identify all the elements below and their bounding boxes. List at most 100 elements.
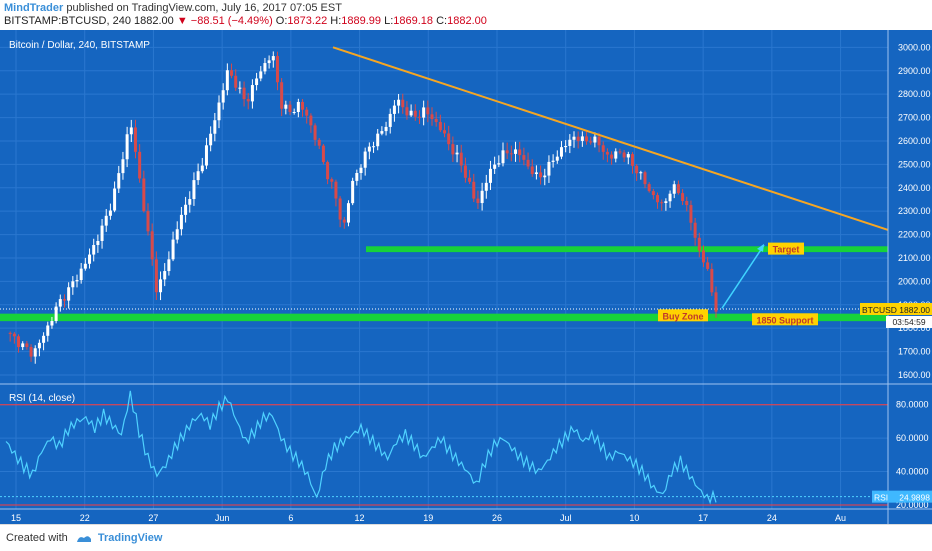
candle-body xyxy=(539,172,543,178)
candle-body xyxy=(154,259,158,293)
trendline-layer xyxy=(332,46,889,231)
price-zones xyxy=(0,246,888,322)
candle-body xyxy=(129,127,133,135)
tradingview-brand[interactable]: TradingView xyxy=(97,532,163,544)
candle-body xyxy=(113,188,117,211)
candle-body xyxy=(697,237,701,251)
candle-body xyxy=(618,151,622,153)
candle-body xyxy=(271,56,275,61)
price-chart-title: Bitcoin / Dollar, 240, BITSTAMP xyxy=(9,40,150,51)
candle-body xyxy=(522,155,526,160)
candle-body xyxy=(681,193,685,202)
candle-body xyxy=(150,231,154,260)
support-label-bg xyxy=(752,313,818,326)
chart-header: MindTrader published on TradingView.com,… xyxy=(0,0,932,30)
candle-body xyxy=(447,133,451,145)
candle-body xyxy=(434,119,438,123)
candle-body xyxy=(706,262,710,269)
last-price: 1882.00 xyxy=(134,15,174,27)
candle-body xyxy=(672,184,676,194)
candle-body xyxy=(104,215,108,226)
candle-body xyxy=(443,130,447,134)
chart-canvas[interactable]: Target Buy Zone 1850 Support 3000.00 2900.0… xyxy=(0,30,932,524)
candle-body xyxy=(601,145,605,152)
candle-body xyxy=(693,222,697,238)
open-label: O: xyxy=(275,15,288,27)
candle-body xyxy=(468,177,472,182)
time-tick-label: 22 xyxy=(80,513,90,523)
candle-body xyxy=(530,166,534,175)
candle-body xyxy=(397,99,401,106)
rsi-current-value: 24.9898 xyxy=(899,493,930,503)
candle-body xyxy=(263,63,267,72)
candle-body xyxy=(238,87,242,89)
candle-body xyxy=(58,299,62,307)
candle-body xyxy=(459,152,463,166)
candle-body xyxy=(547,161,551,176)
chart-background xyxy=(0,30,932,524)
current-symbol-label: BTCUSD xyxy=(862,305,897,315)
candle-body xyxy=(647,184,651,192)
candle-body xyxy=(526,159,530,167)
candle-body xyxy=(117,173,121,189)
candle-body xyxy=(639,172,643,174)
candle-body xyxy=(50,321,54,326)
candle-body xyxy=(405,107,409,116)
candle-body xyxy=(234,75,238,88)
candle-body xyxy=(576,136,580,141)
time-tick-label: 27 xyxy=(148,513,158,523)
candle-body xyxy=(701,250,705,263)
candle-body xyxy=(476,198,480,204)
candle-body xyxy=(21,343,25,348)
candle-body xyxy=(121,159,125,174)
change-value: −88.51 (−4.49%) xyxy=(190,15,273,27)
candle-body xyxy=(392,105,396,114)
time-tick-label: Jun xyxy=(215,513,230,523)
candle-body xyxy=(509,153,513,155)
rsi-pane xyxy=(0,390,888,506)
candle-body xyxy=(305,109,309,116)
candle-body xyxy=(451,144,455,155)
candle-body xyxy=(196,171,200,181)
candle-body xyxy=(221,90,225,103)
candle-body xyxy=(133,127,137,152)
price-tick-label: 1800.00 xyxy=(898,323,931,333)
candle-body xyxy=(25,343,29,347)
rsi-current-label: RSI xyxy=(874,493,888,503)
candle-body xyxy=(714,292,718,312)
candle-body xyxy=(250,85,254,102)
support-label: 1850 Support xyxy=(756,315,813,325)
candle-body xyxy=(96,240,100,246)
candle-body xyxy=(37,342,41,349)
candle-body xyxy=(689,205,693,223)
candle-body xyxy=(572,136,576,140)
candle-body xyxy=(656,195,660,203)
candle-body xyxy=(614,151,618,159)
candle-body xyxy=(518,149,522,156)
time-tick-label: 19 xyxy=(423,513,433,523)
author-link[interactable]: MindTrader xyxy=(4,2,64,14)
candle-body xyxy=(597,136,601,146)
price-tick-label: 2000.00 xyxy=(898,276,931,286)
symbol-text: BITSTAMP:BTCUSD, 240 xyxy=(4,15,131,27)
candle-body xyxy=(501,150,505,164)
candle-body xyxy=(514,149,518,154)
candle-body xyxy=(296,101,300,112)
candle-body xyxy=(317,139,321,146)
time-tick-label: 24 xyxy=(767,513,777,523)
candle-body xyxy=(635,165,639,174)
countdown-value: 03:54:59 xyxy=(892,317,925,327)
candle-body xyxy=(75,280,79,282)
candle-body xyxy=(301,101,305,110)
candle-body xyxy=(480,190,484,204)
candle-body xyxy=(372,146,376,148)
time-tick-label: 17 xyxy=(698,513,708,523)
rsi-tick-label: 40.0000 xyxy=(896,467,929,477)
candle-body xyxy=(422,107,426,118)
candle-body xyxy=(92,245,96,255)
candle-body xyxy=(209,133,213,146)
candle-body xyxy=(179,214,183,230)
candle-body xyxy=(100,225,104,241)
target-zone xyxy=(366,246,888,253)
price-tick-label: 2500.00 xyxy=(898,159,931,169)
